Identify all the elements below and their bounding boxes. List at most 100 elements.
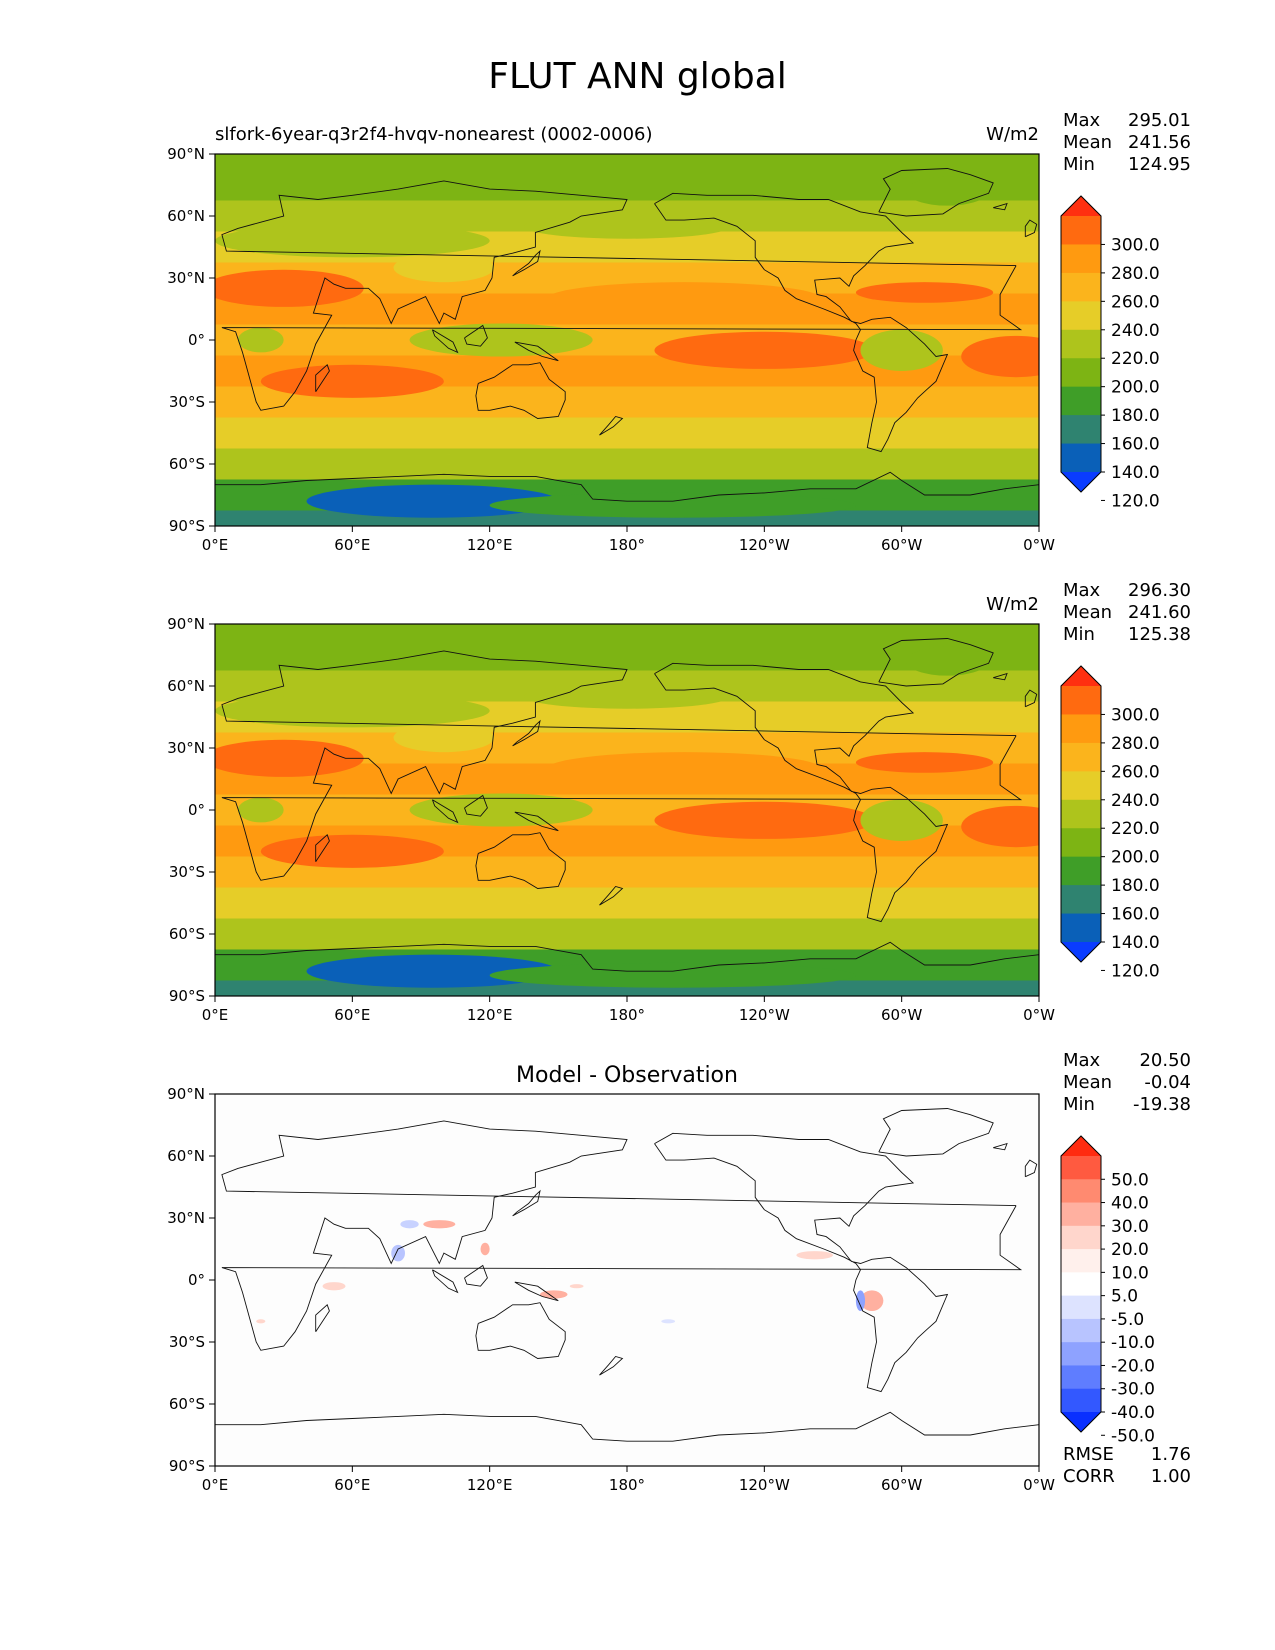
coastline [221, 180, 1023, 411]
coastline [464, 1264, 488, 1287]
x-tick-label: 180° [609, 1476, 645, 1494]
colorbar-label: 300.0 [1111, 705, 1160, 725]
coastline [878, 168, 994, 217]
x-tick-label: 60°W [881, 1006, 923, 1024]
colorbar-label: 240.0 [1111, 321, 1160, 341]
x-tick-label: 0°W [1023, 1476, 1055, 1494]
coastline [654, 192, 949, 453]
colorbar-label: 50.0 [1111, 1170, 1149, 1190]
coastline [993, 1142, 1008, 1151]
panel-title: slfork-6year-q3r2f4-hvqv-nonearest (0002… [215, 124, 653, 145]
y-tick-label: 60°S [169, 925, 205, 943]
colorbar-segment [1061, 828, 1101, 858]
colorbar-segment [1061, 329, 1101, 359]
stat-value: 296.30 [1128, 580, 1191, 601]
x-tick-label: 120°W [739, 1006, 790, 1024]
error-stat-value: 1.76 [1151, 1444, 1191, 1465]
stat-label: Min [1063, 154, 1095, 175]
coastline [514, 811, 559, 832]
colorbar-segment [1061, 1388, 1101, 1413]
colorbar-label: 20.0 [1111, 1240, 1149, 1260]
y-tick-label: 60°S [169, 1395, 205, 1413]
field-feature [546, 752, 822, 786]
stat-label: Max [1063, 580, 1101, 601]
diff-anomaly [322, 1282, 346, 1291]
field-1 [215, 154, 1039, 526]
error-stats: RMSE 1.76 CORR 1.00 [1063, 1444, 1191, 1487]
colorbar-label: 300.0 [1111, 235, 1160, 255]
y-tick-label: 30°N [167, 1209, 205, 1227]
field-feature [237, 797, 284, 823]
colorbar-label: 280.0 [1111, 264, 1160, 284]
x-tick-label: 120°E [467, 536, 513, 554]
colorbar-label: 140.0 [1111, 933, 1160, 953]
y-tick-label: 0° [188, 801, 205, 819]
diff-anomaly [256, 1319, 266, 1324]
colorbar-segment [1061, 1225, 1101, 1250]
colorbar-segment [1061, 771, 1101, 801]
colorbar-label: 160.0 [1111, 435, 1160, 455]
colorbar-segment [1061, 1249, 1101, 1273]
colorbar-segment [1061, 1272, 1101, 1297]
field-band [215, 918, 1039, 950]
units-label: W/m2 [986, 594, 1039, 615]
colorbar-segment [1061, 856, 1101, 886]
colorbar-label: 200.0 [1111, 378, 1160, 398]
diff-anomaly [860, 1290, 884, 1311]
field-feature [860, 329, 943, 372]
axes-3: 0°E 60°E 120°E 180° 120°W 60°W 0°W 90°N 60°N 30°N… [167, 1085, 1055, 1494]
coastline [514, 341, 559, 362]
field-feature [393, 253, 495, 283]
colorbar-label: 280.0 [1111, 734, 1160, 754]
x-tick-label: 0°E [202, 536, 229, 554]
colorbar-segment [1061, 885, 1101, 915]
coastline [878, 1108, 994, 1157]
stat-label: Min [1063, 1094, 1095, 1115]
y-tick-label: 90°N [167, 615, 205, 633]
field-feature [961, 335, 1039, 378]
diff-background [215, 1094, 1039, 1466]
coastline [599, 415, 624, 436]
x-tick-label: 60°E [334, 1006, 370, 1024]
field-band [215, 448, 1039, 480]
coastline [654, 662, 949, 923]
coastline [431, 329, 459, 354]
y-tick-label: 90°S [169, 517, 205, 535]
coastline [512, 719, 541, 747]
x-tick-label: 0°E [202, 1006, 229, 1024]
coastline [993, 672, 1008, 681]
coastline [1024, 689, 1038, 708]
stats-block-2: Max 296.30 Mean 241.60 Min 125.38 [1063, 580, 1191, 645]
colorbar-segment [1061, 415, 1101, 445]
y-tick-label: 60°N [167, 207, 205, 225]
stat-label: Max [1063, 110, 1101, 131]
stats-block-1: Max 295.01 Mean 241.56 Min 124.95 [1063, 110, 1191, 175]
field-feature [961, 805, 1039, 848]
panel-title: Model - Observation [516, 1063, 738, 1088]
x-tick-label: 120°W [739, 1476, 790, 1494]
error-stat-label: RMSE [1063, 1444, 1114, 1465]
field-feature [489, 962, 856, 988]
colorbar-label: 180.0 [1111, 876, 1160, 896]
stat-value: -19.38 [1133, 1094, 1191, 1115]
colorbar-label: -5.0 [1111, 1310, 1144, 1330]
coastline [512, 1189, 541, 1217]
stat-value: -0.04 [1144, 1072, 1191, 1093]
colorbar-segment [1061, 1179, 1101, 1204]
y-tick-label: 90°N [167, 145, 205, 163]
colorbar-segment [1061, 358, 1101, 388]
colorbar-label: -10.0 [1111, 1333, 1155, 1353]
field-feature [306, 484, 559, 518]
field-feature [215, 694, 490, 728]
diff-anomaly [423, 1220, 456, 1229]
field-feature [260, 834, 444, 868]
coastline [878, 638, 994, 687]
x-tick-label: 0°W [1023, 536, 1055, 554]
field-band [215, 639, 1039, 671]
units-label: W/m2 [986, 124, 1039, 145]
diff-anomaly [569, 1284, 584, 1289]
x-tick-label: 60°W [881, 1476, 923, 1494]
colorbar-label: -20.0 [1111, 1356, 1155, 1376]
coastline [215, 471, 1040, 502]
field-feature [489, 492, 856, 518]
